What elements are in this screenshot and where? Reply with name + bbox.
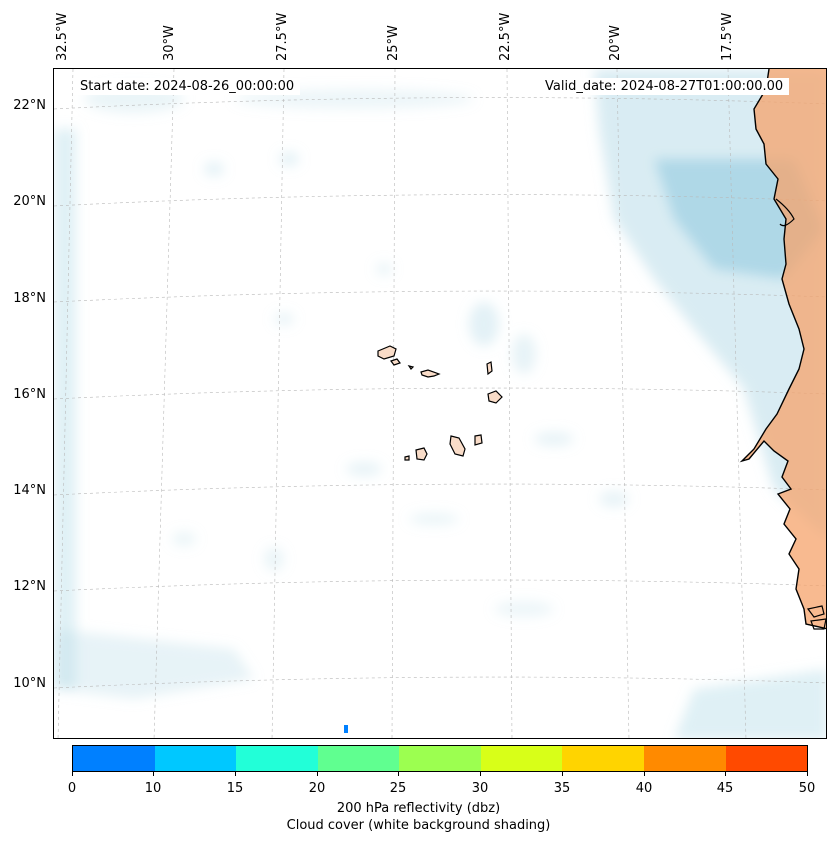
cape-verde-islands [377,345,503,461]
map-canvas [54,69,826,738]
lon-label-27-5w: 27.5°W [275,12,290,61]
colorbar-segment-35-40 [562,746,644,771]
colorbar-segment-15-20 [236,746,318,771]
colorbar-tick: 0 [67,781,77,796]
colorbar-tick: 10 [144,781,162,796]
africa-coastline [739,69,826,630]
colorbar-tick: 45 [716,781,734,796]
colorbar-segment-30-35 [480,746,563,771]
coast-island [810,618,826,630]
lon-label-20w: 20°W [608,25,623,61]
island-sao-vicente [390,358,401,366]
lat-label-10n: 10°N [13,676,46,691]
island-sal [486,361,493,376]
coast-island [806,605,825,618]
lat-label-12n: 12°N [13,579,46,594]
colorbar-tick: 15 [226,781,244,796]
lat-label-14n: 14°N [13,483,46,498]
lat-label-20n: 20°N [13,194,46,209]
island-santa-luzia [407,365,415,370]
coast-detail [775,198,795,227]
colorbar-tick: 50 [798,781,816,796]
lon-label-17-5w: 17.5°W [720,12,735,61]
lat-label-16n: 16°N [13,387,46,402]
island-fogo [415,447,428,461]
cloud-cover-shading [54,69,826,738]
reflectivity-cell [344,725,348,733]
colorbar-tick: 30 [471,781,489,796]
colorbar-segment-25-30 [399,746,481,771]
valid-date-label: Valid_date: 2024-08-27T01:00:00.00 [539,78,790,95]
lon-label-32-5w: 32.5°W [55,12,70,61]
colorbar-label: 200 hPa reflectivity (dbz) [336,801,501,816]
graticule [54,69,826,738]
island-sao-nicolau [420,369,441,378]
colorbar-tick: 40 [635,781,653,796]
africa-landmass [742,69,826,629]
colorbar-segment-20-25 [317,746,400,771]
colorbar-tick: 25 [389,781,407,796]
lon-label-22-5w: 22.5°W [498,12,513,61]
colorbar-segment-45-50 [725,746,808,771]
start-date-label: Start date: 2024-08-26_00:00:00 [74,78,301,95]
lon-label-30w: 30°W [162,25,177,61]
island-boa-vista [487,390,503,404]
island-santo-antao [377,345,397,360]
island-maio [474,434,483,446]
colorbar-segment-10-15 [154,746,237,771]
colorbar-sublabel: Cloud cover (white background shading) [286,818,551,833]
colorbar [72,745,808,772]
lat-label-18n: 18°N [13,291,46,306]
map-panel[interactable]: Start date: 2024-08-26_00:00:00 Valid_da… [53,68,827,739]
lat-label-22n: 22°N [13,98,46,113]
colorbar-segment-40-45 [643,746,726,771]
colorbar-segment-0-10 [73,746,155,771]
island-brava [404,455,410,461]
island-santiago [449,435,466,457]
lon-label-25w: 25°W [386,25,401,61]
colorbar-tick: 20 [308,781,326,796]
colorbar-tick: 35 [553,781,571,796]
